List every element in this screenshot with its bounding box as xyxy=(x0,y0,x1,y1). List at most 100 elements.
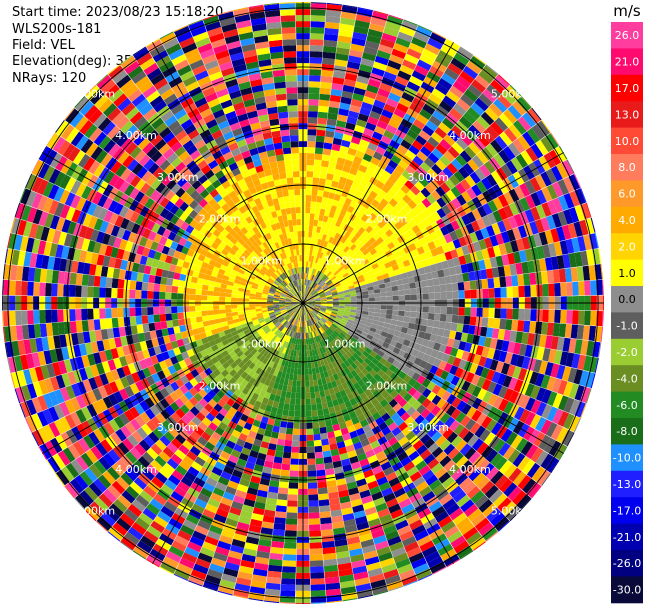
range-gate xyxy=(225,288,233,294)
range-gate xyxy=(223,465,234,475)
range-gate xyxy=(422,388,432,398)
range-gate xyxy=(471,374,481,386)
range-gate xyxy=(313,269,317,276)
range-gate xyxy=(157,336,165,346)
range-gate xyxy=(348,110,360,119)
range-gate xyxy=(386,266,394,273)
range-gate xyxy=(249,296,256,300)
range-gate xyxy=(275,313,282,318)
range-gate xyxy=(421,259,430,268)
range-gate xyxy=(207,568,223,580)
range-gate xyxy=(87,319,95,331)
range-gate xyxy=(308,303,315,305)
range-gate xyxy=(322,315,329,320)
range-gate xyxy=(310,288,315,294)
range-gate xyxy=(25,415,38,432)
range-gate xyxy=(524,344,533,358)
range-gate xyxy=(381,381,390,390)
range-gate xyxy=(200,487,213,498)
range-gate xyxy=(516,494,531,510)
range-gate xyxy=(541,120,551,133)
range-gate xyxy=(336,287,343,291)
range-gate xyxy=(268,361,275,368)
range-gate xyxy=(223,445,234,455)
range-gate xyxy=(530,345,539,359)
range-gate xyxy=(315,285,321,291)
range-gate xyxy=(261,293,268,297)
range-gate xyxy=(357,413,366,423)
range-gate xyxy=(556,427,569,444)
range-gate xyxy=(393,487,406,498)
range-gate xyxy=(138,512,154,526)
range-gate xyxy=(331,380,338,388)
range-gate xyxy=(366,318,373,324)
range-gate xyxy=(285,304,292,307)
range-gate xyxy=(411,372,421,382)
range-gate xyxy=(441,204,452,216)
range-gate xyxy=(392,310,399,316)
range-gate xyxy=(151,372,161,383)
range-gate xyxy=(375,329,383,336)
range-gate xyxy=(273,299,280,302)
range-gate xyxy=(365,429,375,439)
range-gate xyxy=(238,515,251,525)
range-gate xyxy=(285,306,292,309)
range-gate xyxy=(268,323,275,329)
range-gate xyxy=(183,425,194,436)
range-gate xyxy=(266,373,274,381)
range-gate xyxy=(336,326,343,333)
range-gate xyxy=(362,272,370,278)
range-gate xyxy=(326,242,332,249)
range-gate xyxy=(65,259,73,273)
range-gate xyxy=(373,266,381,274)
range-gate xyxy=(522,131,536,147)
range-gate xyxy=(456,273,464,283)
range-gate xyxy=(369,229,377,237)
range-gate xyxy=(392,290,399,296)
range-gate xyxy=(88,263,97,276)
range-gate xyxy=(295,307,300,313)
range-gate xyxy=(381,390,390,399)
range-gate xyxy=(339,221,346,230)
range-gate xyxy=(347,364,355,373)
range-gate xyxy=(402,194,412,204)
range-gate xyxy=(177,481,190,493)
range-gate xyxy=(339,208,347,217)
range-gate xyxy=(198,398,208,408)
range-gate xyxy=(305,398,311,405)
range-gate xyxy=(147,347,156,357)
range-gate xyxy=(63,309,70,322)
range-gate xyxy=(172,279,180,287)
range-gate xyxy=(255,304,262,307)
range-gate xyxy=(318,384,324,392)
range-gate xyxy=(431,505,446,518)
range-gate xyxy=(114,337,123,348)
range-gate xyxy=(251,444,261,453)
range-gate xyxy=(384,202,394,212)
range-gate xyxy=(165,255,173,264)
range-gate xyxy=(179,557,195,569)
range-gate xyxy=(503,445,516,460)
range-gate xyxy=(385,574,401,585)
range-gate xyxy=(88,431,101,446)
range-gate xyxy=(305,195,312,202)
range-gate xyxy=(296,314,299,320)
range-gate xyxy=(21,310,28,325)
range-gate xyxy=(538,231,548,246)
range-gate xyxy=(208,319,216,326)
range-gate xyxy=(175,465,188,476)
range-gate xyxy=(567,367,578,383)
range-gate xyxy=(370,440,381,450)
range-gate xyxy=(241,387,250,395)
range-gate xyxy=(171,469,184,481)
range-gate xyxy=(550,165,563,182)
range-gate xyxy=(438,122,451,135)
range-gate xyxy=(427,458,440,470)
range-gate xyxy=(349,167,358,176)
range-gate xyxy=(585,218,595,235)
range-gate xyxy=(219,313,227,319)
range-gate xyxy=(230,361,238,369)
range-gate xyxy=(69,321,77,334)
range-gate xyxy=(434,467,447,479)
range-gate xyxy=(263,371,270,379)
